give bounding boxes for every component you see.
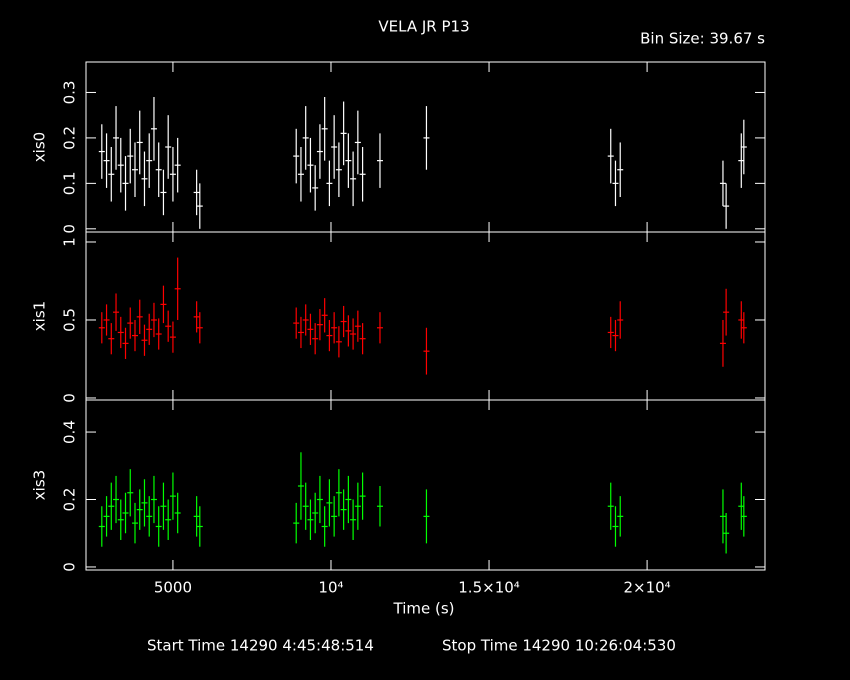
y-axis-label: xis0 [31, 132, 49, 162]
chart-title: VELA JR P13 [378, 18, 469, 36]
y-tick-label: 0.2 [61, 126, 79, 150]
y-tick-label: 0 [61, 224, 79, 234]
y-axis-label: xis1 [31, 301, 49, 331]
x-tick-label: 10⁴ [318, 579, 343, 597]
panel-frame [85, 61, 766, 233]
y-tick-label: 0.2 [61, 488, 79, 512]
y-tick-label: 0.1 [61, 171, 79, 195]
start-time: Start Time 14290 4:45:48:514 [147, 637, 374, 655]
x-axis-label: Time (s) [393, 600, 455, 618]
x-tick-label: 2×10⁴ [623, 579, 670, 597]
y-tick-label: 0.3 [61, 81, 79, 105]
y-axis-label: xis3 [31, 470, 49, 500]
panel-frame [85, 399, 766, 571]
stop-time: Stop Time 14290 10:26:04:530 [442, 637, 676, 655]
x-tick-label: 5000 [154, 579, 192, 597]
x-tick-label: 1.5×10⁴ [458, 579, 520, 597]
y-tick-label: 0 [61, 393, 79, 403]
y-tick-label: 0.4 [61, 420, 79, 444]
y-tick-label: 0 [61, 562, 79, 572]
panel-frame [85, 231, 766, 401]
bin-size: Bin Size: 39.67 s [640, 30, 765, 48]
y-tick-label: 0.5 [61, 308, 79, 332]
y-tick-label: 1 [61, 237, 79, 247]
